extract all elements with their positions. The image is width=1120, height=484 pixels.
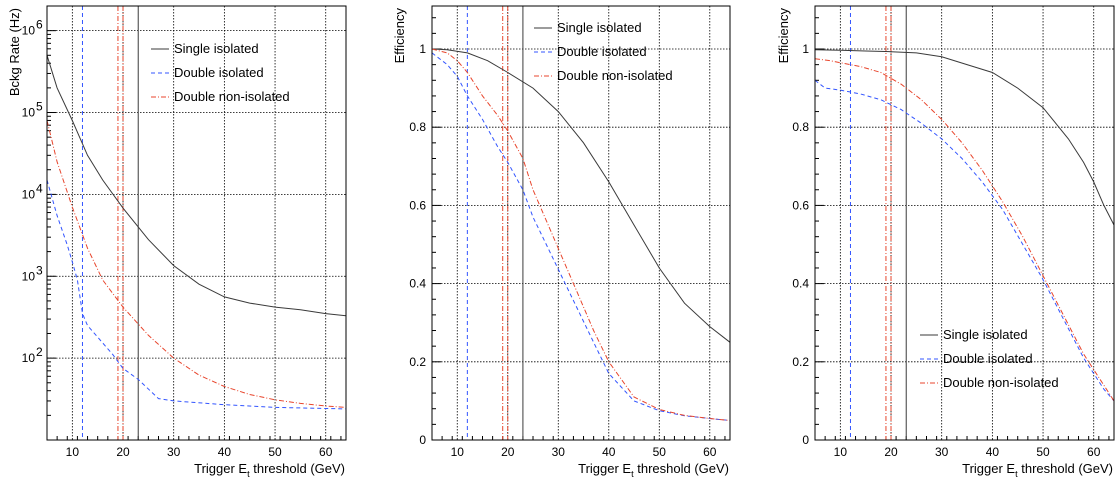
- legend-label-single: Single isolated: [557, 20, 642, 35]
- y-tick-label: 0.6: [792, 198, 809, 212]
- y-tick-label: 0: [419, 433, 426, 447]
- legend: Single isolated Double isolated Double non…: [151, 41, 290, 104]
- x-tick-label: 60: [319, 445, 333, 459]
- x-tick-label: 20: [884, 445, 898, 459]
- y-tick-label: 10: [22, 269, 36, 283]
- y-tick-label: 10: [22, 106, 36, 120]
- x-axis-title-subscript: t: [631, 469, 634, 479]
- x-axis-title: Trigger Et threshold (GeV): [578, 461, 729, 479]
- legend-label-double_non: Double non-isolated: [943, 375, 1059, 390]
- legend-label-single: Single isolated: [174, 41, 259, 56]
- legend-label-double_non: Double non-isolated: [557, 68, 673, 83]
- x-axis-title-rest: threshold (GeV): [250, 461, 345, 476]
- x-axis-title-subscript: t: [247, 469, 250, 479]
- y-tick-label: 10: [22, 187, 36, 201]
- x-tick-label: 50: [268, 445, 282, 459]
- x-tick-label: 50: [1036, 445, 1050, 459]
- x-tick-label: 10: [66, 445, 80, 459]
- y-tick-label: 0.6: [409, 198, 426, 212]
- chart-panel-3: 10 20 30 40 50 60 0 0.2 0.4 0.6 0.8 1 Efficiency Trig…: [776, 5, 1115, 479]
- plot-frame: [46, 5, 347, 441]
- x-axis-title: Trigger Et threshold (GeV): [194, 461, 345, 479]
- plot-frame: [814, 5, 1115, 441]
- x-tick-label: 50: [653, 445, 667, 459]
- y-tick-label-exponent: 4: [36, 181, 43, 195]
- y-tick-label-exponent: 2: [36, 345, 43, 359]
- y-axis-title: Bckg Rate (Hz): [7, 8, 22, 96]
- y-axis-title: Efficiency: [392, 8, 407, 64]
- y-tick-label: 0.4: [792, 277, 809, 291]
- x-tick-label: 40: [602, 445, 616, 459]
- x-tick-label: 60: [703, 445, 717, 459]
- series-line-single: [47, 55, 346, 317]
- x-tick-label: 10: [834, 445, 848, 459]
- y-tick-label: 0.8: [409, 120, 426, 134]
- x-tick-label: 60: [1087, 445, 1101, 459]
- y-tick-label-exponent: 5: [36, 100, 43, 114]
- y-tick-label-exponent: 3: [36, 263, 43, 277]
- x-tick-label: 20: [501, 445, 515, 459]
- x-axis-title: Trigger Et threshold (GeV): [962, 461, 1113, 479]
- legend-label-double: Double isolated: [174, 65, 264, 80]
- x-tick-label: 30: [552, 445, 566, 459]
- y-tick-label: 1: [802, 42, 809, 56]
- y-tick-label: 0.8: [792, 120, 809, 134]
- y-tick-label-exponent: 6: [36, 18, 43, 32]
- x-axis-title-subscript: t: [1015, 469, 1018, 479]
- y-tick-label: 10: [22, 24, 36, 38]
- legend-label-double_non: Double non-isolated: [174, 89, 290, 104]
- series-line-double_non: [815, 58, 1114, 402]
- x-tick-label: 40: [218, 445, 232, 459]
- series-line-double_non: [432, 48, 730, 421]
- y-tick-label: 0.4: [409, 277, 426, 291]
- y-tick-label: 0: [802, 433, 809, 447]
- y-tick-label: 10: [22, 351, 36, 365]
- series-line-double: [47, 179, 346, 410]
- series-line-double: [432, 52, 730, 421]
- y-tick-label: 0.2: [409, 355, 426, 369]
- x-axis-title-main: Trigger E: [194, 461, 247, 476]
- x-tick-label: 30: [167, 445, 181, 459]
- chart-panel-2: 10 20 30 40 50 60 0 0.2 0.4 0.6 0.8 1 Efficiency Trig…: [392, 5, 731, 479]
- y-tick-label: 1: [419, 42, 426, 56]
- x-tick-label: 20: [116, 445, 130, 459]
- legend-label-double: Double isolated: [943, 351, 1033, 366]
- plot-frame: [431, 5, 731, 441]
- series-line-single: [432, 48, 730, 343]
- x-axis-title-main: Trigger E: [578, 461, 631, 476]
- series-line-double: [815, 79, 1114, 402]
- series-line-single: [815, 49, 1114, 226]
- x-axis-title-main: Trigger E: [962, 461, 1015, 476]
- y-axis-title: Efficiency: [776, 8, 791, 64]
- x-tick-label: 40: [986, 445, 1000, 459]
- series-line-double_non: [47, 120, 346, 408]
- x-tick-label: 30: [935, 445, 949, 459]
- x-tick-label: 10: [451, 445, 465, 459]
- legend: Single isolated Double isolated Double non…: [534, 20, 673, 83]
- legend-label-single: Single isolated: [943, 327, 1028, 342]
- x-axis-title-rest: threshold (GeV): [1018, 461, 1113, 476]
- x-axis-title-rest: threshold (GeV): [634, 461, 729, 476]
- y-tick-label: 0.2: [792, 355, 809, 369]
- legend-label-double: Double isolated: [557, 44, 647, 59]
- legend: Single isolated Double isolated Double non…: [920, 327, 1059, 390]
